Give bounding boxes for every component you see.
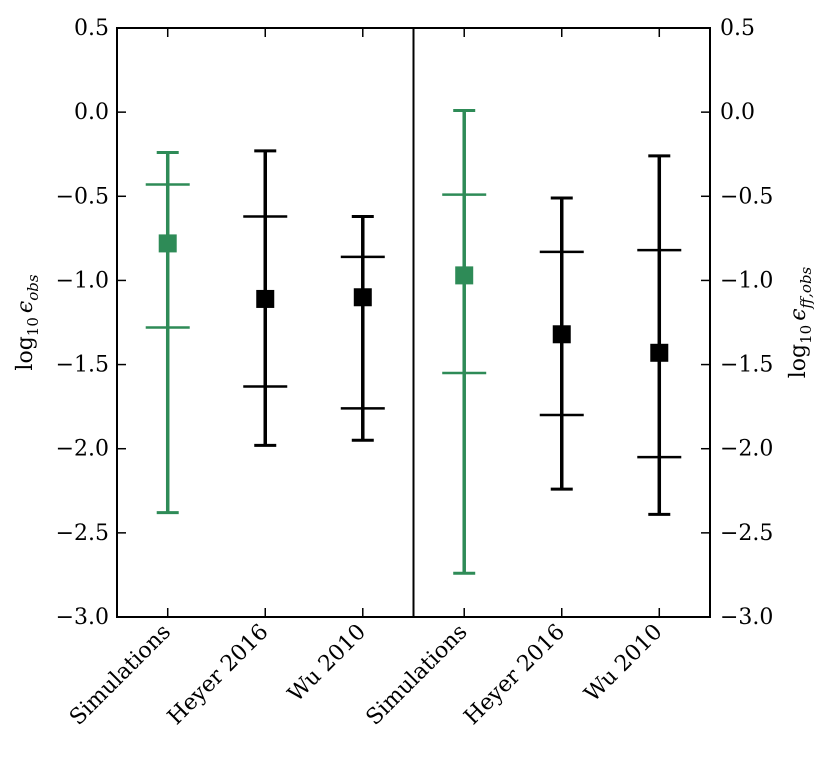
median-marker xyxy=(256,289,275,308)
y-tick-label-left: 0.0 xyxy=(74,100,109,125)
y-tick-label-right: −0.5 xyxy=(720,184,773,209)
x-category-label: Simulations xyxy=(65,620,176,731)
y-tick-label-left: −2.0 xyxy=(56,437,109,462)
y-tick-label-right: −3.0 xyxy=(720,605,773,630)
y-tick-label-left: −2.5 xyxy=(56,521,109,546)
x-category-label: Simulations xyxy=(362,620,473,731)
y-tick-label-right: 0.5 xyxy=(720,16,755,41)
y-tick-label-right: −1.0 xyxy=(720,268,773,293)
median-marker xyxy=(353,288,372,307)
y-axis-title-left: log10ϵobs xyxy=(13,274,42,370)
y-tick-label-right: 0.0 xyxy=(720,100,755,125)
y-tick-label-left: −0.5 xyxy=(56,184,109,209)
data-point-wu-2010 xyxy=(637,154,682,516)
data-point-heyer-2016 xyxy=(539,196,584,491)
data-point-simulations xyxy=(145,151,190,515)
data-point-wu-2010 xyxy=(340,214,385,442)
y-tick-label-left: −1.5 xyxy=(56,353,109,378)
x-category-label: Heyer 2016 xyxy=(460,620,570,730)
y-tick-label-right: −1.5 xyxy=(720,353,773,378)
median-marker xyxy=(158,234,177,253)
x-category-label: Heyer 2016 xyxy=(163,620,273,730)
median-marker xyxy=(650,343,669,362)
x-category-label: Wu 2010 xyxy=(580,620,668,708)
data-point-simulations xyxy=(442,108,487,575)
median-marker xyxy=(455,266,474,285)
x-category-label: Wu 2010 xyxy=(283,620,371,708)
tick-marks xyxy=(117,27,710,618)
y-tick-label-right: −2.5 xyxy=(720,521,773,546)
y-tick-label-left: −1.0 xyxy=(56,268,109,293)
y-axis-title-right: log10ϵff,obs xyxy=(786,266,815,378)
y-tick-label-left: −3.0 xyxy=(56,605,109,630)
y-tick-label-left: 0.5 xyxy=(74,16,109,41)
data-point-heyer-2016 xyxy=(243,149,288,447)
median-marker xyxy=(552,325,571,344)
data-marks xyxy=(145,108,682,575)
y-tick-label-right: −2.0 xyxy=(720,437,773,462)
plot-frame xyxy=(116,27,711,618)
